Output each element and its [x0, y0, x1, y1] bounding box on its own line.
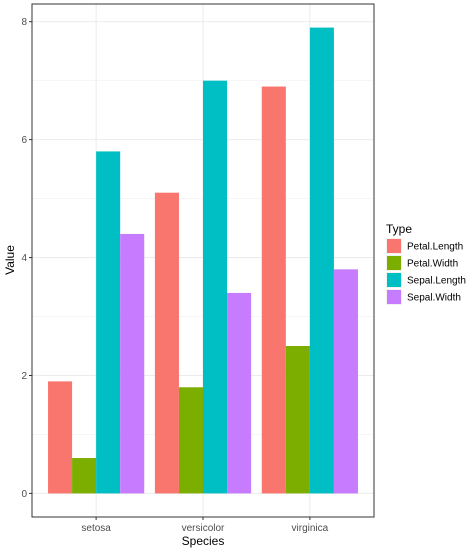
y-tick-label: 0 [21, 489, 27, 500]
x-axis-title: Species [182, 534, 225, 548]
y-tick-label: 2 [21, 371, 27, 382]
legend-label-petal-width: Petal.Width [407, 259, 458, 270]
bar-sepal-length-virginica [309, 27, 334, 494]
bars [48, 27, 358, 494]
legend-label-sepal-width: Sepal.Width [407, 293, 461, 304]
legend-key-petal-width [387, 256, 401, 270]
legend-items: Petal.Length Petal.Width Sepal.Length Sepal… [386, 238, 466, 305]
bar-sepal-width-setosa [120, 233, 145, 494]
x-tick-label-virginica: virginica [292, 523, 329, 534]
legend: Type Petal.Length Petal.Width Sepal.Length… [386, 222, 466, 305]
bar-petal-width-versicolor [178, 387, 203, 494]
bar-sepal-length-versicolor [203, 80, 228, 494]
bar-petal-length-versicolor [154, 192, 179, 494]
bar-petal-width-virginica [285, 346, 310, 494]
legend-key-petal-length [387, 239, 401, 253]
legend-key-sepal-length [387, 273, 401, 287]
y-axis-ticks: 0 2 4 6 8 [21, 17, 32, 500]
bar-sepal-width-virginica [333, 269, 358, 494]
y-tick-label: 4 [21, 253, 27, 264]
y-tick-label: 8 [21, 17, 27, 28]
bar-petal-width-setosa [72, 458, 97, 494]
bar-sepal-length-setosa [96, 151, 121, 494]
legend-label-sepal-length: Sepal.Length [407, 276, 466, 287]
legend-label-petal-length: Petal.Length [407, 242, 463, 253]
y-tick-label: 6 [21, 135, 27, 146]
legend-title: Type [386, 222, 412, 236]
x-tick-label-setosa: setosa [81, 523, 111, 534]
bar-petal-length-setosa [48, 381, 73, 494]
x-tick-label-versicolor: versicolor [182, 523, 225, 534]
x-axis-ticks: setosa versicolor virginica [81, 517, 329, 534]
legend-key-sepal-width [387, 290, 401, 304]
bar-petal-length-virginica [261, 86, 286, 494]
y-axis-title: Value [3, 245, 17, 275]
bar-sepal-width-versicolor [227, 292, 252, 494]
